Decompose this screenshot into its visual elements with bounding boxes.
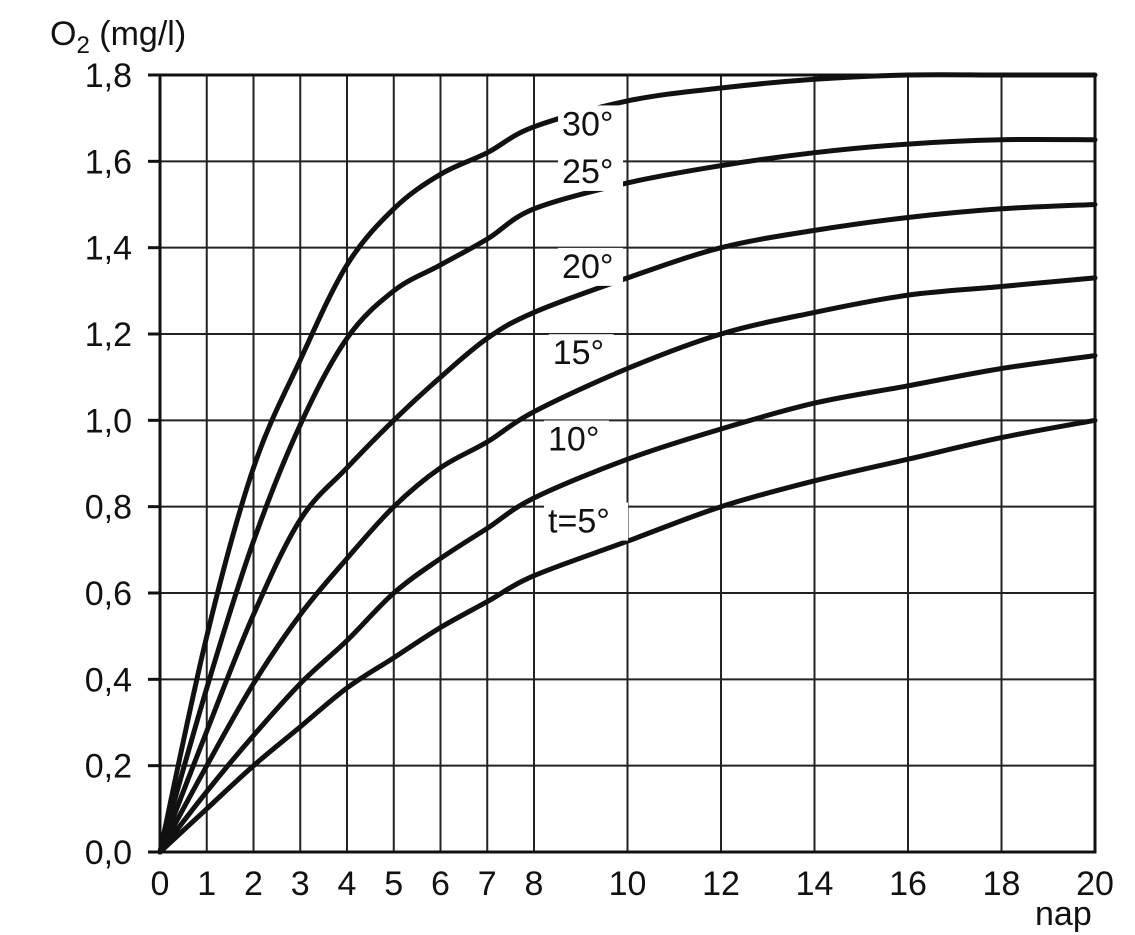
curve-label: 10° (548, 421, 599, 459)
y-tick-label: 0,2 (85, 748, 132, 786)
x-tick-label: 7 (478, 865, 497, 903)
series-line-1 (157, 136, 1098, 855)
y-tick-label: 1,8 (85, 57, 132, 95)
curve-label-bg (544, 420, 610, 459)
y-axis-title: O2 (mg/l) (50, 15, 186, 59)
x-tick-label: 4 (338, 865, 357, 903)
x-tick-label: 10 (609, 865, 647, 903)
series-line-5 (157, 417, 1098, 855)
x-tick-label: 5 (384, 865, 403, 903)
curve-label-bg (548, 334, 614, 373)
x-tick-label: 16 (889, 865, 927, 903)
x-tick-label: 6 (431, 865, 450, 903)
curve-label: 30° (562, 105, 613, 143)
y-tick-label: 1,6 (85, 143, 132, 181)
x-tick-label: 12 (702, 865, 740, 903)
series-line-0 (157, 72, 1098, 855)
curve-label-bg (558, 152, 624, 191)
y-tick-label: 0,0 (85, 834, 132, 872)
curve-label-bg (558, 105, 624, 144)
curve-labels: 30° 25° 20° 15° 10° t=5° (544, 105, 629, 541)
curve-label: t=5° (548, 503, 610, 541)
curve-label: 15° (553, 334, 604, 372)
x-tick-labels: 0 1 2 3 4 5 6 7 8 10 12 14 16 18 20 (151, 865, 1114, 903)
y-tick-labels: 0,0 0,2 0,4 0,6 0,8 1,0 1,2 1,4 1,6 1,8 (85, 57, 132, 872)
x-axis-title: nap (1035, 895, 1092, 933)
y-tick-label: 1,2 (85, 316, 132, 354)
x-tick-label: 0 (151, 865, 170, 903)
curve-label-bg (544, 502, 629, 541)
x-tick-label: 14 (796, 865, 834, 903)
y-tick-label: 0,6 (85, 575, 132, 613)
y-tick-label: 0,8 (85, 489, 132, 527)
curves (157, 72, 1098, 855)
x-tick-label: 8 (525, 865, 544, 903)
curve-label: 25° (562, 153, 613, 191)
x-tick-label: 18 (983, 865, 1021, 903)
grid (148, 73, 1097, 854)
series-line-3 (157, 275, 1098, 855)
series-line-4 (157, 353, 1098, 855)
x-tick-label: 2 (244, 865, 263, 903)
curve-label-bg (558, 247, 624, 286)
series-line-2 (157, 202, 1098, 855)
y-tick-label: 1,0 (85, 402, 132, 440)
x-tick-label: 3 (291, 865, 310, 903)
y-tick-label: 1,4 (85, 230, 132, 268)
x-tick-label: 1 (197, 865, 216, 903)
curve-label: 20° (562, 248, 613, 286)
y-tick-label: 0,4 (85, 661, 132, 699)
x-tick-label: 20 (1076, 865, 1114, 903)
plot-frame (158, 73, 1097, 854)
